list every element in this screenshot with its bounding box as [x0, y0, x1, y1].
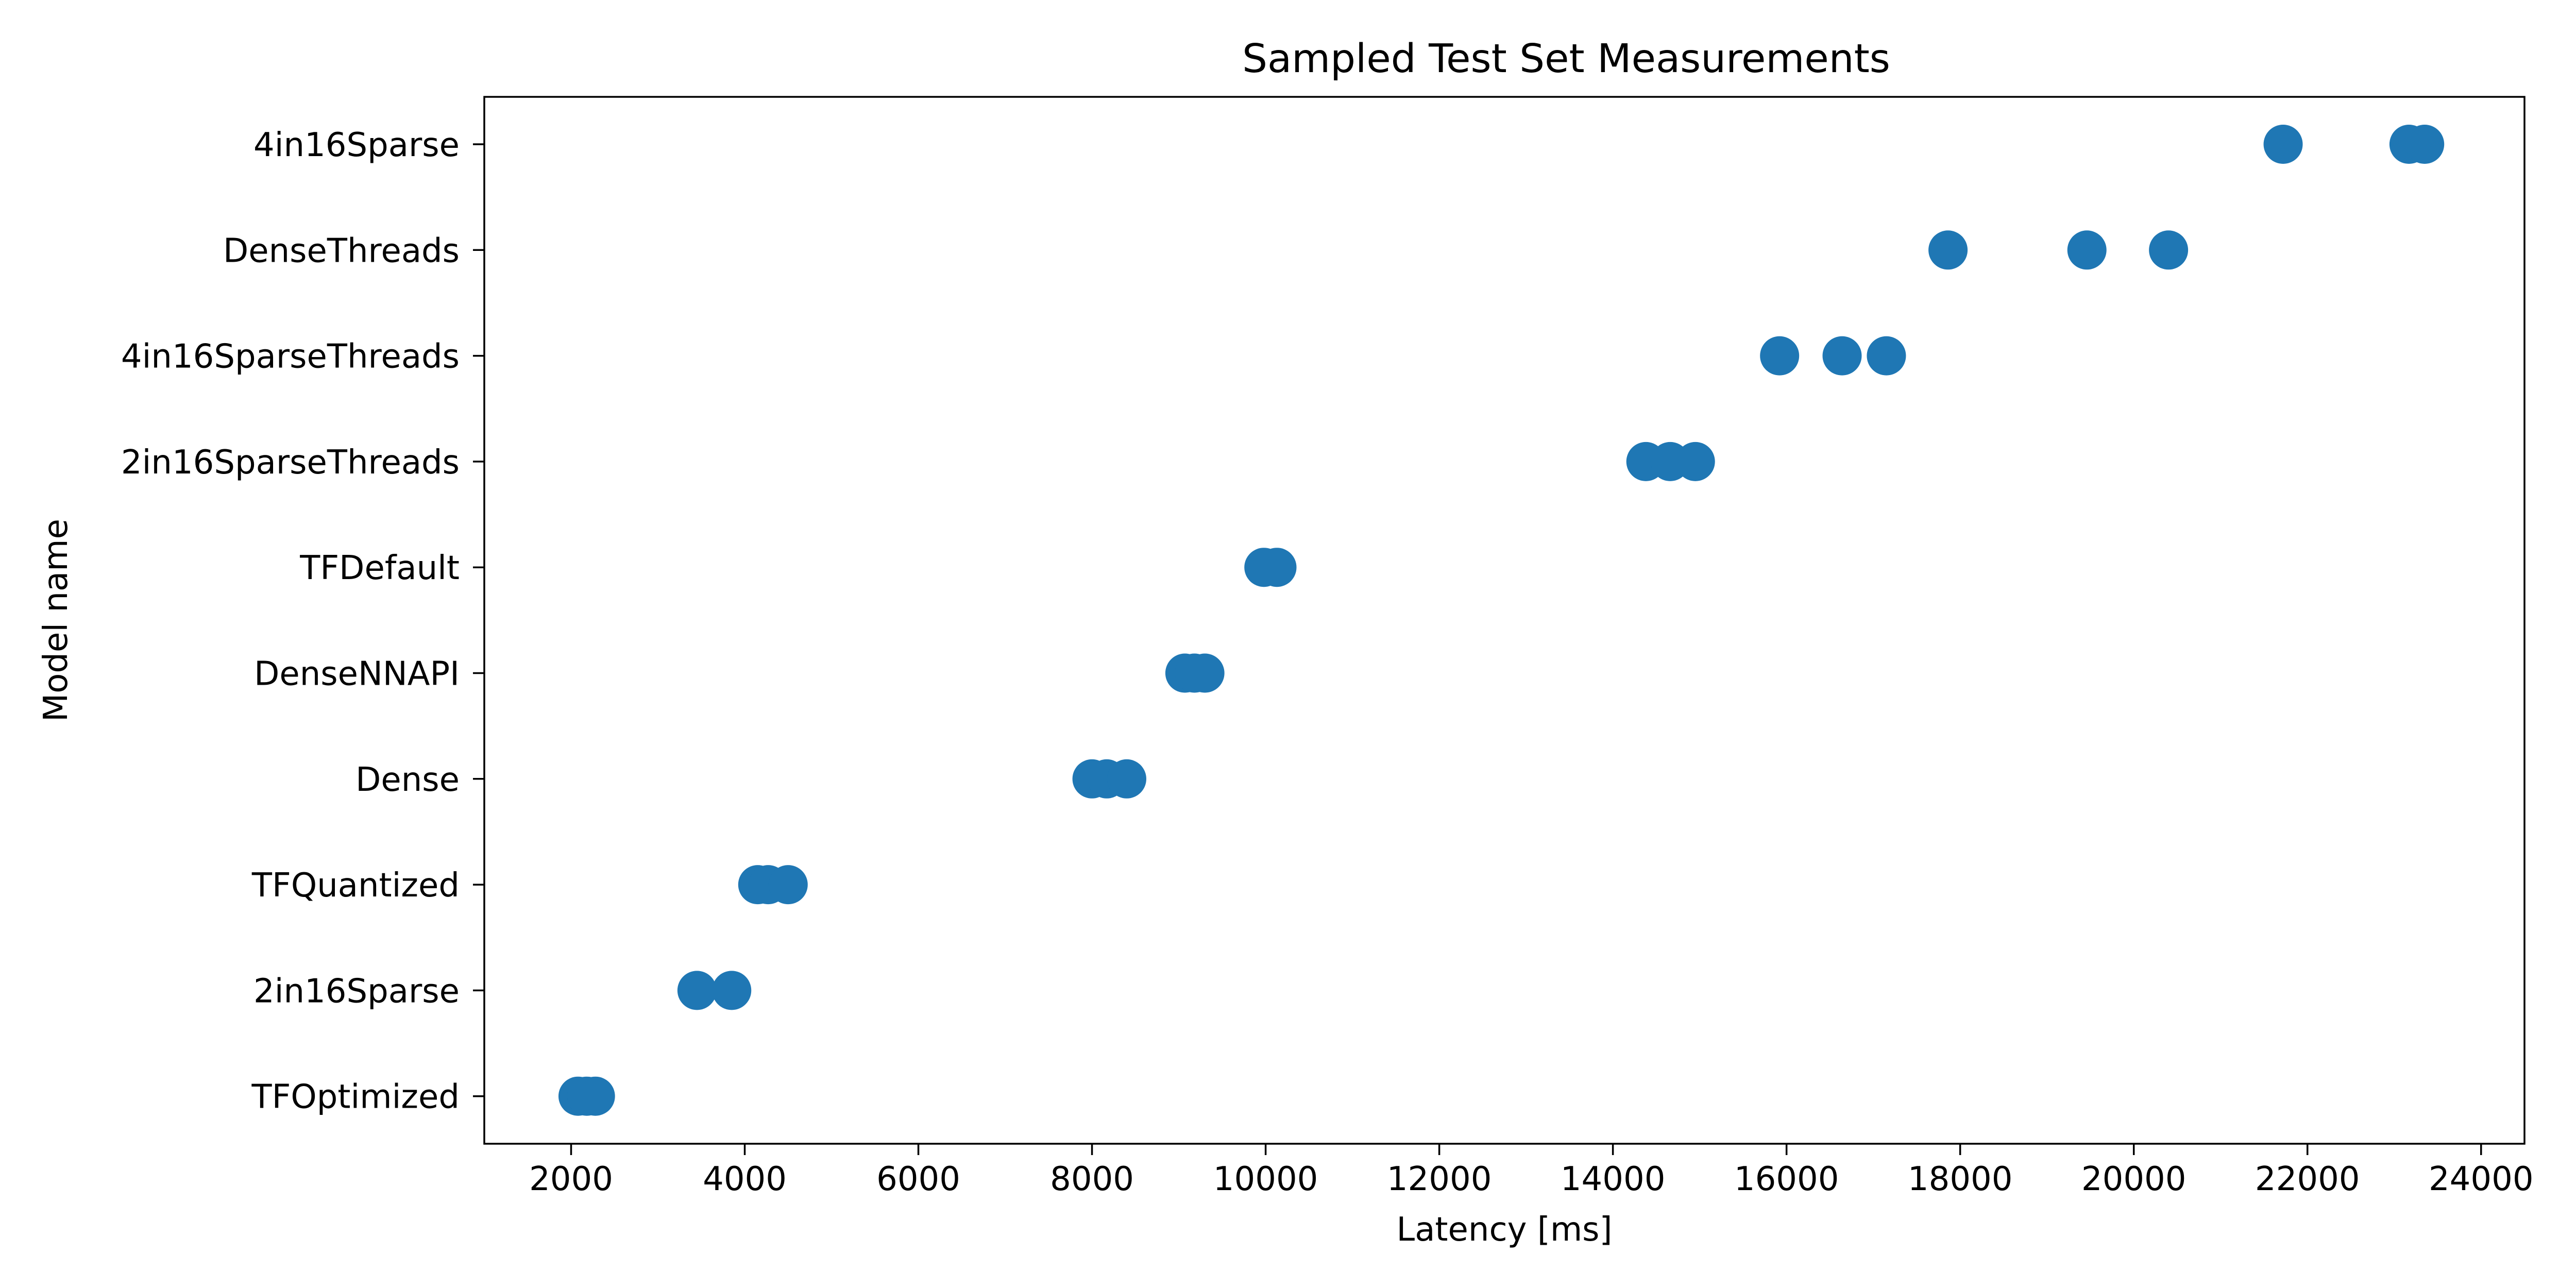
y-tick-label: 4in16SparseThreads — [121, 338, 460, 376]
x-tick-label: 6000 — [876, 1160, 960, 1198]
x-tick-label: 22000 — [2255, 1160, 2360, 1198]
data-point — [768, 865, 808, 905]
y-tick-label: Dense — [355, 761, 460, 799]
y-axis: TFOptimized 2in16Sparse TFQuantized Dense De… — [121, 126, 484, 1116]
data-point — [1760, 336, 1800, 376]
data-point — [677, 971, 717, 1010]
data-point — [712, 971, 752, 1010]
x-tick-label: 16000 — [1734, 1160, 1839, 1198]
x-tick-label: 12000 — [1387, 1160, 1492, 1198]
y-tick-label: 2in16Sparse — [253, 972, 460, 1010]
data-point — [2067, 230, 2107, 270]
y-tick-label: 2in16SparseThreads — [121, 444, 460, 482]
y-tick-label: DenseNNAPI — [254, 655, 460, 693]
data-point — [1675, 442, 1715, 481]
data-point — [1928, 230, 1968, 270]
x-tick-label: 10000 — [1213, 1160, 1318, 1198]
x-axis: 2000 4000 6000 8000 10000 12000 14000 16000 1800… — [529, 1144, 2534, 1198]
data-points — [558, 125, 2445, 1116]
y-tick-label: 4in16Sparse — [253, 126, 460, 164]
data-point — [1107, 759, 1146, 799]
y-tick-label: TFDefault — [299, 549, 460, 587]
plot-area — [483, 96, 2526, 1145]
data-point — [1257, 548, 1297, 587]
data-point — [1867, 336, 1906, 376]
chart-title: Sampled Test Set Measurements — [1242, 36, 1890, 82]
x-tick-label: 20000 — [2081, 1160, 2187, 1198]
data-point — [2149, 230, 2189, 270]
data-point — [2263, 125, 2303, 164]
data-point — [1822, 336, 1862, 376]
y-tick-label: DenseThreads — [223, 232, 460, 270]
data-point — [575, 1076, 615, 1116]
x-axis-label: Latency [ms] — [1397, 1211, 1613, 1249]
x-tick-label: 4000 — [703, 1160, 787, 1198]
y-tick-label: TFQuantized — [251, 867, 460, 905]
data-point — [2405, 125, 2445, 164]
y-axis-label: Model name — [37, 519, 75, 722]
x-tick-label: 8000 — [1050, 1160, 1134, 1198]
x-tick-label: 24000 — [2429, 1160, 2534, 1198]
x-tick-label: 14000 — [1561, 1160, 1666, 1198]
x-tick-label: 2000 — [529, 1160, 613, 1198]
data-point — [1185, 653, 1225, 693]
y-tick-label: TFOptimized — [251, 1078, 460, 1116]
x-tick-label: 18000 — [1908, 1160, 2013, 1198]
